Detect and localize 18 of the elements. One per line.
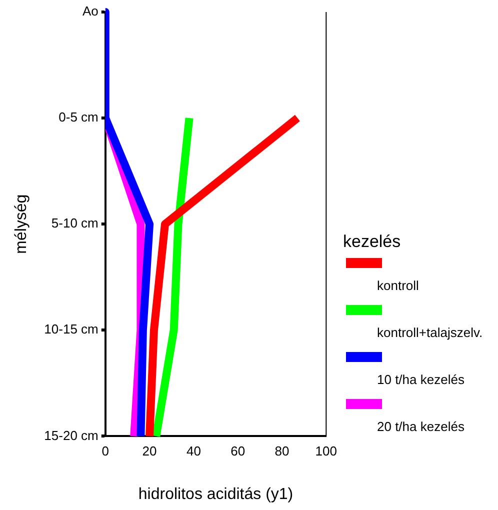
x-tick-label: 100 <box>315 444 338 459</box>
legend-label: 10 t/ha kezelés <box>377 372 466 387</box>
x-tick-label: 80 <box>274 444 290 459</box>
y-tick-label: 10-15 cm <box>44 322 98 337</box>
legend-label: kontroll+talajszelv. <box>377 325 483 340</box>
x-axis-title: hidrolitos aciditás (y1) <box>138 486 294 503</box>
x-tick-label: 0 <box>102 444 110 459</box>
x-tick-label: 20 <box>142 444 157 459</box>
y-tick-label: Ao <box>82 4 98 19</box>
y-tick-label: 15-20 cm <box>44 428 98 443</box>
y-tick-label: 0-5 cm <box>58 110 98 125</box>
x-tick-label: 60 <box>230 444 246 459</box>
y-axis-title: mélység <box>13 194 30 254</box>
legend-title: kezelés <box>343 232 402 252</box>
y-tick-label: 5-10 cm <box>51 216 98 231</box>
legend-label: kontroll <box>377 278 420 293</box>
legend-label: 20 t/ha kezelés <box>377 419 466 434</box>
x-tick-label: 40 <box>186 444 201 459</box>
